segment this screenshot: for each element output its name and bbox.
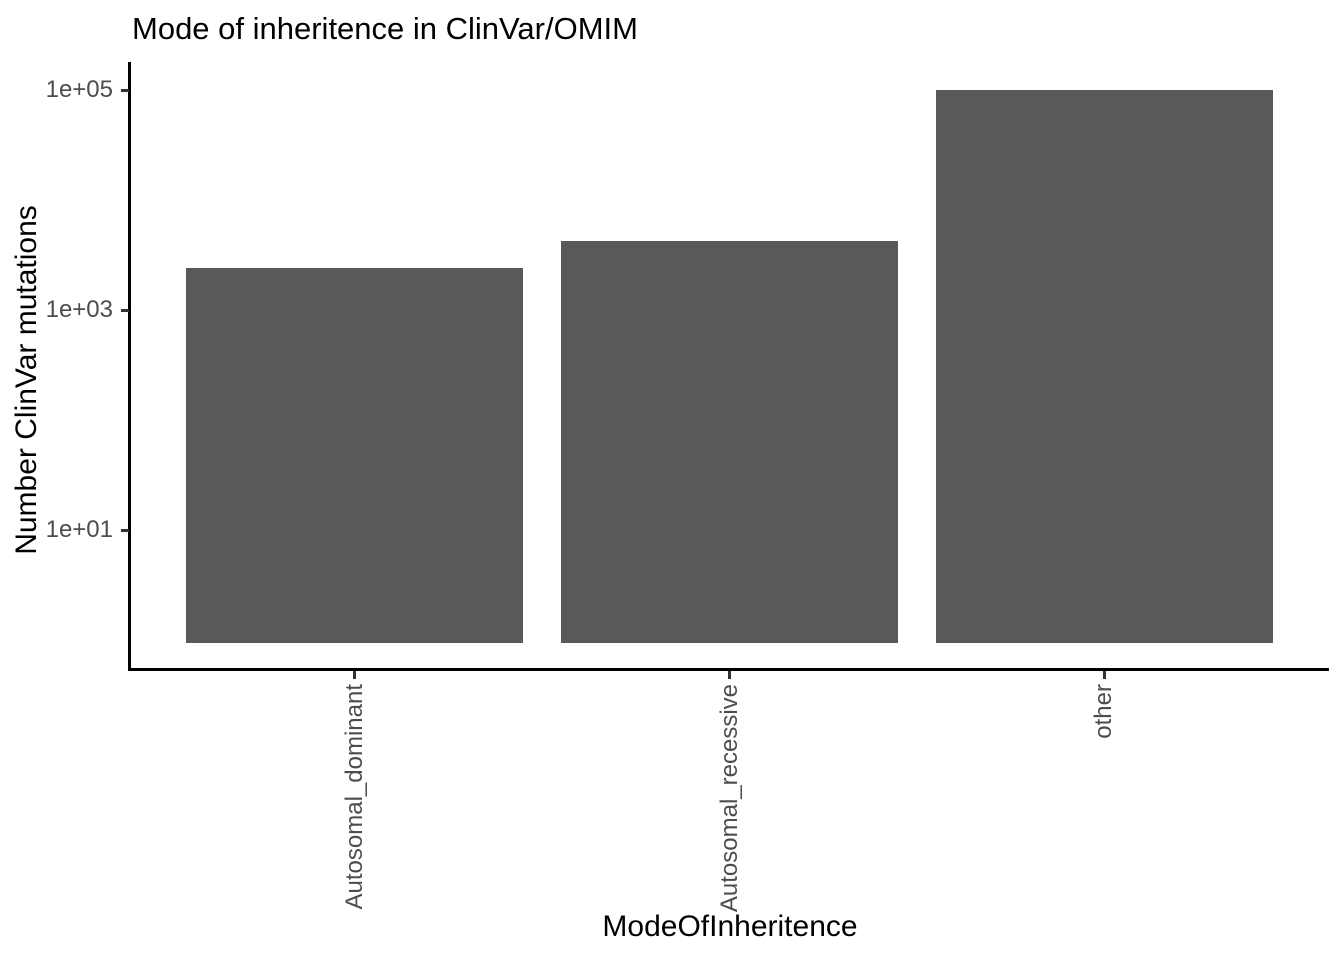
y-axis-title: Number ClinVar mutations [10, 205, 43, 555]
x-tick-label: Autosomal_recessive [715, 684, 743, 913]
y-tick-label: 1e+03 [45, 296, 113, 323]
x-tick-mark [1102, 671, 1106, 679]
x-tick-label: other [1090, 684, 1118, 739]
y-axis-line [128, 62, 131, 671]
bar-other [935, 90, 1273, 643]
x-tick-mark [728, 671, 731, 679]
x-axis-line [128, 668, 1329, 671]
x-tick-mark [353, 671, 357, 679]
chart-title: Mode of inheritence in ClinVar/OMIM [132, 11, 638, 46]
y-tick-mark [121, 528, 129, 532]
bar-autosomal_recessive [560, 241, 899, 643]
y-tick-mark [121, 308, 129, 312]
x-tick-label: Autosomal_dominant [340, 684, 368, 910]
x-axis-title: ModeOfInheritence [602, 910, 858, 943]
y-tick-label: 1e+05 [45, 76, 113, 103]
y-tick-mark [121, 88, 129, 92]
y-tick-label: 1e+01 [45, 516, 113, 543]
bar-autosomal_dominant [186, 268, 524, 643]
